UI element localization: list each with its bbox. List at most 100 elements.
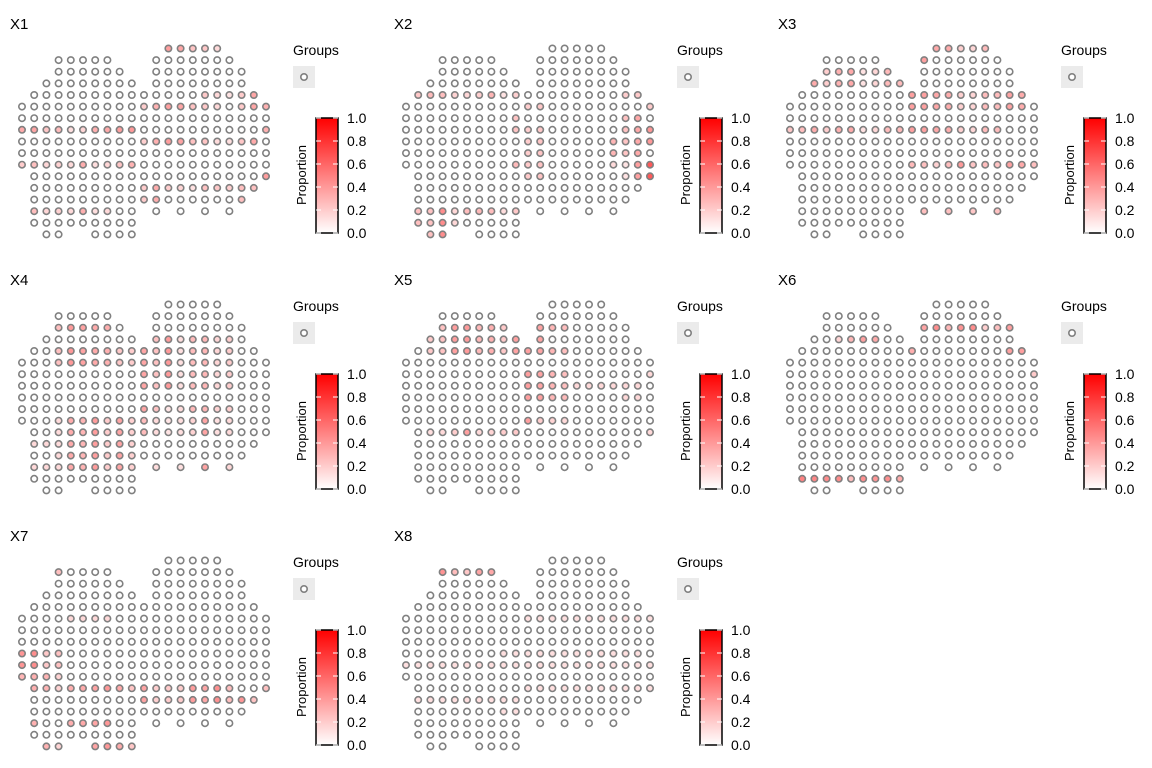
spot — [463, 195, 472, 204]
spot — [91, 405, 100, 414]
spot — [213, 381, 222, 390]
colorbar-tick-label: 1.0 — [347, 622, 367, 638]
spot — [944, 102, 953, 111]
spot — [140, 626, 149, 635]
spot — [785, 416, 794, 425]
spot — [981, 393, 990, 402]
spot — [895, 439, 904, 448]
spot — [237, 125, 246, 134]
spot — [560, 102, 569, 111]
spot — [127, 428, 136, 437]
spot — [883, 183, 892, 192]
spot — [871, 207, 880, 216]
spot — [859, 370, 868, 379]
spot — [548, 347, 557, 356]
spot — [908, 381, 917, 390]
spot — [213, 416, 222, 425]
spot — [91, 649, 100, 658]
spot — [201, 719, 210, 728]
spot — [993, 347, 1002, 356]
spot — [164, 67, 173, 76]
spot — [152, 428, 161, 437]
spot — [54, 207, 63, 216]
spot — [79, 439, 88, 448]
spot — [956, 300, 965, 309]
spot — [426, 114, 435, 123]
spot — [176, 649, 185, 658]
spot — [66, 614, 75, 623]
spot — [572, 649, 581, 658]
spot — [475, 137, 484, 146]
spot — [438, 102, 447, 111]
spot — [956, 347, 965, 356]
spot — [609, 439, 618, 448]
spot — [115, 649, 124, 658]
spot — [1005, 405, 1014, 414]
spot — [66, 393, 75, 402]
spot — [188, 56, 197, 65]
spot — [237, 172, 246, 181]
spot — [810, 416, 819, 425]
spot — [54, 568, 63, 577]
spot — [597, 137, 606, 146]
spot — [585, 463, 594, 472]
spot — [152, 463, 161, 472]
spot — [463, 474, 472, 483]
spot — [822, 439, 831, 448]
spot — [597, 626, 606, 635]
spot — [475, 579, 484, 588]
spot — [103, 405, 112, 414]
spot — [560, 649, 569, 658]
spot — [115, 230, 124, 239]
spot — [621, 626, 630, 635]
spot — [871, 125, 880, 134]
spot — [438, 79, 447, 88]
spot — [152, 614, 161, 623]
spot — [499, 79, 508, 88]
spot — [834, 172, 843, 181]
spot — [847, 439, 856, 448]
spot — [261, 614, 270, 623]
spot — [822, 91, 831, 100]
spot — [140, 405, 149, 414]
legend-key-spot — [299, 329, 308, 338]
spot — [54, 125, 63, 134]
spot — [188, 626, 197, 635]
spot — [127, 230, 136, 239]
spot — [237, 137, 246, 146]
spot — [176, 661, 185, 670]
spot — [225, 91, 234, 100]
spot — [475, 730, 484, 739]
spot — [30, 347, 39, 356]
spot — [560, 114, 569, 123]
spot — [164, 79, 173, 88]
spot — [213, 370, 222, 379]
spot — [956, 172, 965, 181]
spot — [487, 742, 496, 751]
spot — [1029, 416, 1038, 425]
spot — [822, 125, 831, 134]
spot — [511, 183, 520, 192]
spot — [414, 416, 423, 425]
spot — [42, 695, 51, 704]
spot — [871, 114, 880, 123]
spot — [633, 661, 642, 670]
spot — [438, 347, 447, 356]
spot — [585, 137, 594, 146]
spot — [585, 195, 594, 204]
spot — [450, 568, 459, 577]
spot — [1017, 416, 1026, 425]
spot — [30, 381, 39, 390]
spot — [920, 335, 929, 344]
spot — [438, 149, 447, 158]
spot — [956, 428, 965, 437]
spot — [633, 428, 642, 437]
spot — [524, 684, 533, 693]
spot — [54, 463, 63, 472]
spot — [621, 347, 630, 356]
spot — [140, 172, 149, 181]
spot — [572, 568, 581, 577]
spot — [560, 556, 569, 565]
spot — [981, 67, 990, 76]
spot — [524, 114, 533, 123]
